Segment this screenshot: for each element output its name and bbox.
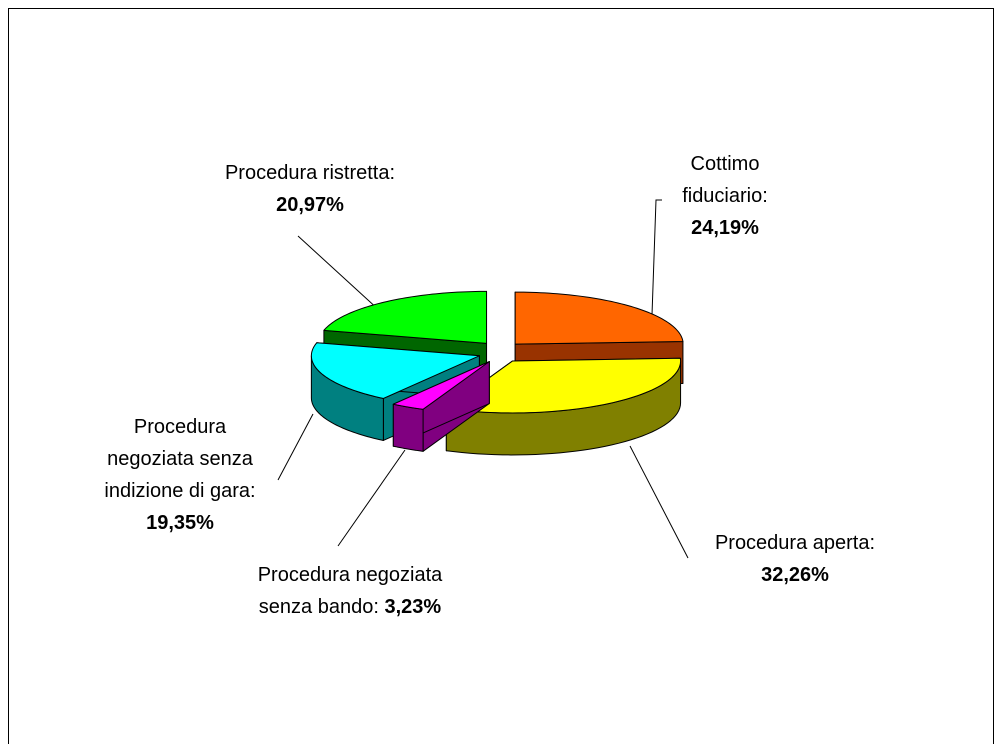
leader-line	[651, 199, 662, 316]
slice-top	[514, 291, 684, 345]
leader-line	[629, 445, 689, 559]
data-label: Procedura aperta: 32,26%	[690, 527, 900, 591]
leader-line	[277, 413, 314, 481]
label-value: 19,35%	[146, 512, 214, 534]
pie-slice	[392, 361, 490, 452]
label-category: Procedura negoziata senza bando:	[257, 564, 443, 618]
label-value: 3,23%	[384, 596, 442, 618]
leader-line	[337, 449, 406, 547]
data-label: Cottimo fiduciario: 24,19%	[670, 148, 780, 244]
slice-top	[323, 290, 488, 344]
pie-slice	[445, 357, 682, 456]
slice-top	[310, 342, 480, 399]
leader-lines	[277, 199, 689, 559]
label-category: Procedura aperta:	[714, 532, 876, 554]
slice-top	[445, 357, 682, 414]
label-category: Cottimo fiduciario:	[682, 153, 768, 207]
data-label: Procedura ristretta: 20,97%	[203, 157, 418, 221]
slice-top	[392, 361, 490, 410]
label-value: 24,19%	[691, 217, 759, 239]
label-category: Procedura ristretta:	[224, 162, 396, 184]
slice-rim	[392, 403, 424, 452]
label-value: 20,97%	[276, 194, 344, 216]
label-category: Procedura negoziata senza indizione di g…	[104, 416, 256, 502]
data-label: Procedura negoziata senza indizione di g…	[100, 411, 260, 539]
leader-line	[297, 235, 381, 312]
data-label: Procedura negoziata senza bando: 3,23%	[250, 559, 450, 623]
chart-frame	[8, 8, 994, 744]
label-value: 32,26%	[761, 564, 829, 586]
